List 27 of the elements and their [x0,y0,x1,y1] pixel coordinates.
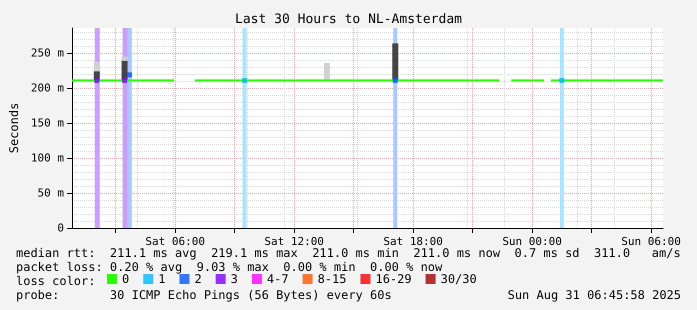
text: Sun Aug 31 06:45:58 2025 [508,288,681,302]
chart-title: Last 30 Hours to NL-Amsterdam [235,12,462,27]
bar [392,43,398,80]
text: median rtt: 211.1 ms avg 219.1 ms max 211.0 ms min 211.0 ms now 0.7 ms sd 311.0 am/s [16,246,681,260]
legend-title: loss color: [16,274,96,288]
y-tick-label: 0 [57,222,64,234]
legend-label: 8-15 [318,272,346,286]
x-tick-label: Sun 00:00 [502,235,562,248]
y-tick-label: 100 m [30,152,64,165]
x-tick-label: Sat 12:00 [264,235,324,248]
legend-label: 30/30 [440,272,477,286]
x-tick-label: Sun 06:00 [621,235,681,248]
legend-label: 3 [230,272,238,286]
text: probe: 30 ICMP Echo Pings (56 Bytes) every 60s [16,288,392,302]
text: packet loss: 0.20 % avg 9.03 % max 0.00 % min 0.00 % now [16,260,444,274]
legend-label: 16-29 [375,272,412,286]
legend-label: 1 [158,272,166,286]
legend-label: 4-7 [266,272,289,286]
legend-label: 2 [194,272,202,286]
x-tick-label: Sat 06:00 [145,235,205,248]
y-tick-label: 150 m [30,116,64,130]
x-tick-label: Sat 18:00 [383,235,443,248]
y-tick-label: 50 m [38,186,64,200]
y-tick-label: 200 m [30,82,64,95]
legend-label: 0 [122,272,130,286]
y-tick-label: 250 m [30,46,64,60]
y-axis-title: Seconds [7,102,21,154]
